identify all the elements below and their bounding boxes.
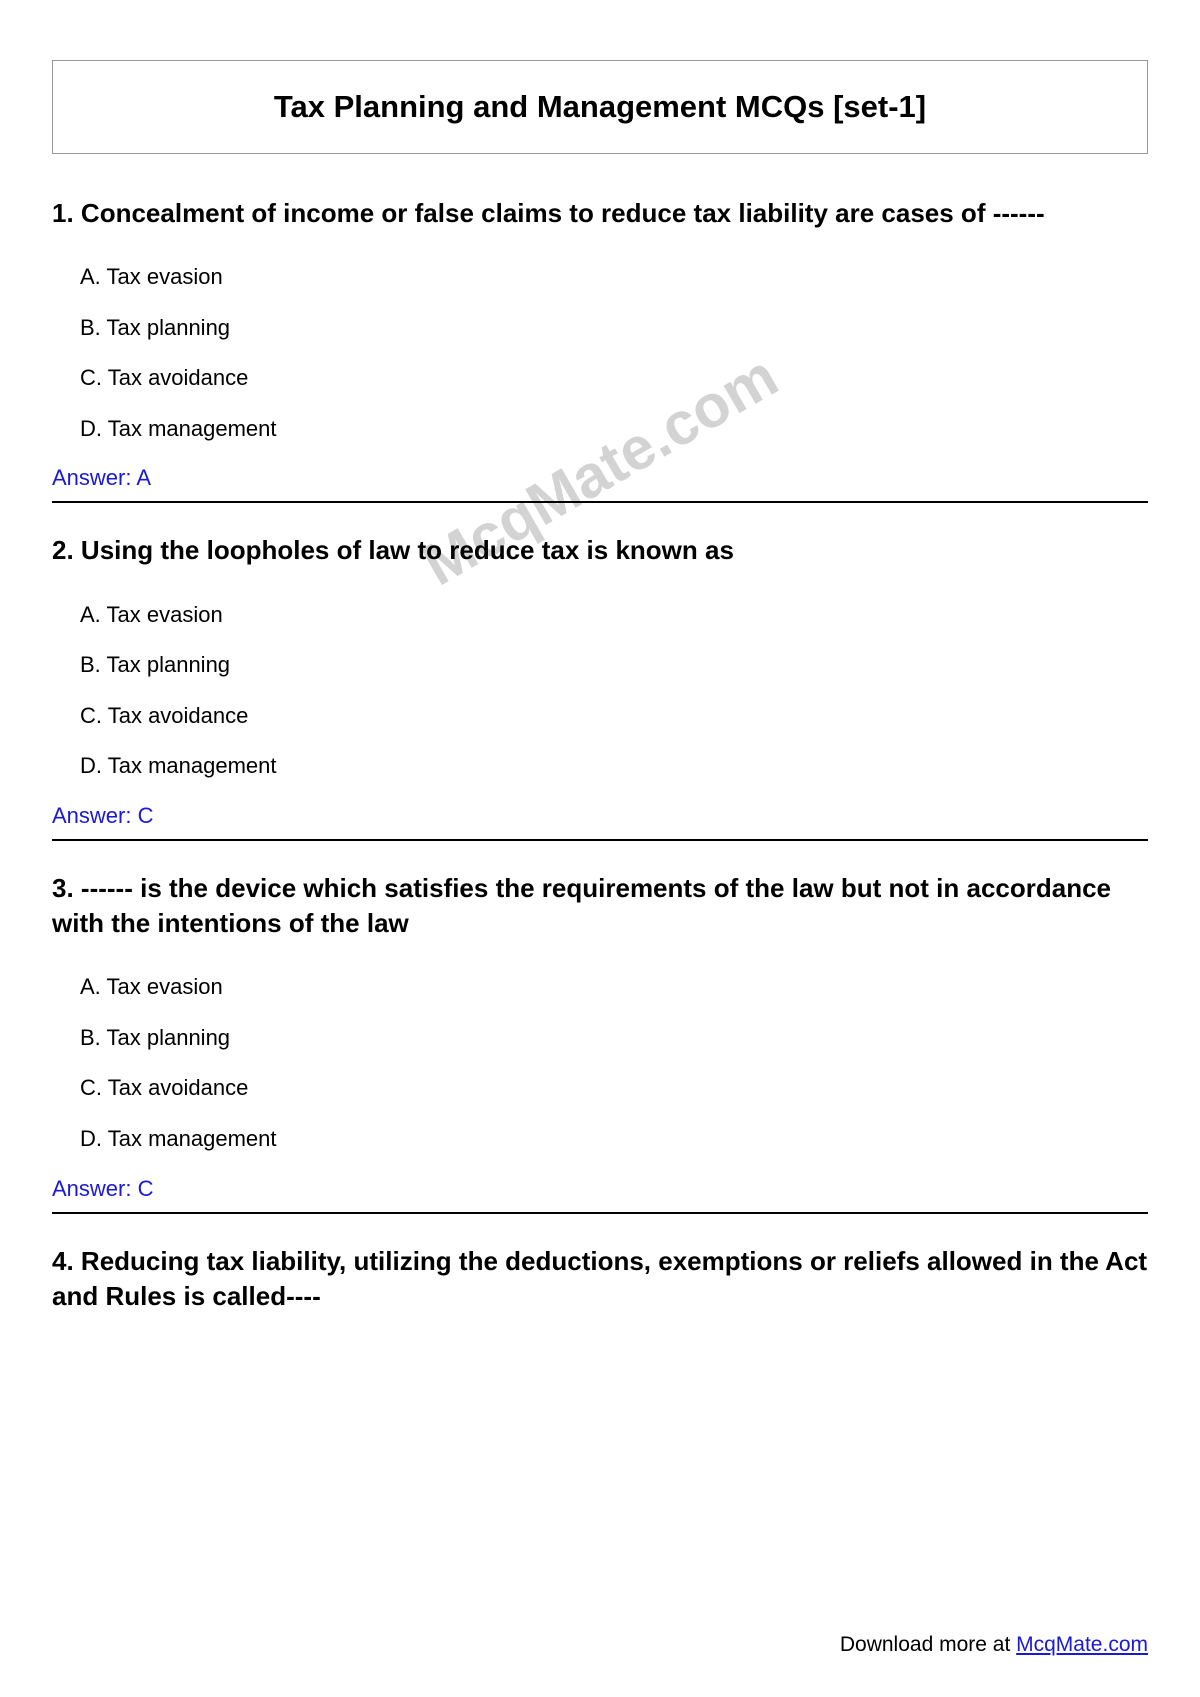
divider <box>52 1212 1148 1214</box>
question-text: 3. ------ is the device which satisfies … <box>52 871 1148 941</box>
option-d: D. Tax management <box>80 752 1148 781</box>
option-c: C. Tax avoidance <box>80 702 1148 731</box>
question-3: 3. ------ is the device which satisfies … <box>52 871 1148 1214</box>
answer-text: Answer: C <box>52 1176 1148 1202</box>
question-2: 2. Using the loopholes of law to reduce … <box>52 533 1148 840</box>
option-a: A. Tax evasion <box>80 973 1148 1002</box>
divider <box>52 501 1148 503</box>
question-text: 1. Concealment of income or false claims… <box>52 196 1148 231</box>
answer-text: Answer: C <box>52 803 1148 829</box>
content-area: Tax Planning and Management MCQs [set-1]… <box>52 60 1148 1314</box>
option-a: A. Tax evasion <box>80 601 1148 630</box>
footer-prefix: Download more at <box>840 1633 1016 1656</box>
option-d: D. Tax management <box>80 415 1148 444</box>
option-c: C. Tax avoidance <box>80 364 1148 393</box>
option-b: B. Tax planning <box>80 1024 1148 1053</box>
option-c: C. Tax avoidance <box>80 1074 1148 1103</box>
option-b: B. Tax planning <box>80 651 1148 680</box>
options-list: A. Tax evasion B. Tax planning C. Tax av… <box>52 973 1148 1153</box>
option-d: D. Tax management <box>80 1125 1148 1154</box>
question-1: 1. Concealment of income or false claims… <box>52 196 1148 503</box>
options-list: A. Tax evasion B. Tax planning C. Tax av… <box>52 263 1148 443</box>
options-list: A. Tax evasion B. Tax planning C. Tax av… <box>52 601 1148 781</box>
page-title: Tax Planning and Management MCQs [set-1] <box>73 89 1127 125</box>
divider <box>52 839 1148 841</box>
question-text: 2. Using the loopholes of law to reduce … <box>52 533 1148 568</box>
question-text: 4. Reducing tax liability, utilizing the… <box>52 1244 1148 1314</box>
title-box: Tax Planning and Management MCQs [set-1] <box>52 60 1148 154</box>
option-a: A. Tax evasion <box>80 263 1148 292</box>
footer-link[interactable]: McqMate.com <box>1016 1633 1148 1656</box>
option-b: B. Tax planning <box>80 314 1148 343</box>
footer: Download more at McqMate.com <box>840 1633 1148 1657</box>
answer-text: Answer: A <box>52 465 1148 491</box>
question-4: 4. Reducing tax liability, utilizing the… <box>52 1244 1148 1314</box>
